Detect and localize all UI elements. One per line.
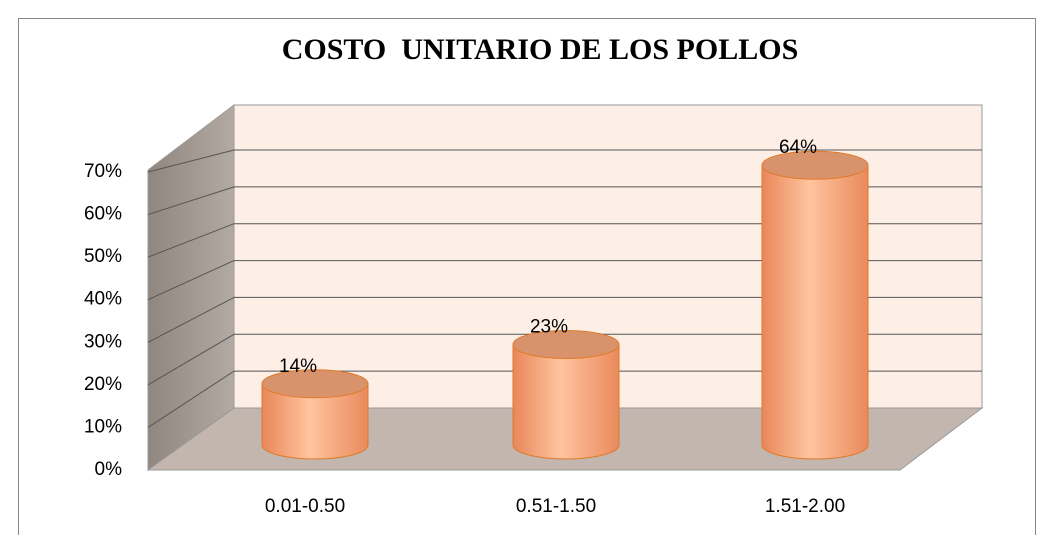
side-wall <box>147 103 235 471</box>
bar <box>512 343 620 460</box>
y-tick-label: 40% <box>84 289 122 310</box>
bar <box>761 164 869 460</box>
y-tick-label: 50% <box>84 246 122 267</box>
grid-line <box>147 333 235 386</box>
x-tick-label: 0.01-0.50 <box>265 496 345 517</box>
grid-line <box>147 223 235 258</box>
y-tick-label: 20% <box>84 374 122 395</box>
y-tick-label: 30% <box>84 331 122 352</box>
grid-line <box>147 149 235 173</box>
y-tick-label: 60% <box>84 204 122 225</box>
bar <box>261 383 369 460</box>
bar-top <box>512 329 620 359</box>
data-label: 23% <box>530 316 568 337</box>
grid-line <box>147 296 235 343</box>
data-label: 14% <box>279 356 317 377</box>
grid-line <box>147 186 235 216</box>
grid-line <box>147 260 235 301</box>
x-tick-label: 1.51-2.00 <box>765 496 845 517</box>
y-tick-label: 70% <box>84 161 122 182</box>
chart-title: COSTO UNITARIO DE LOS POLLOS <box>282 33 799 66</box>
y-tick-label: 0% <box>95 459 123 480</box>
bar-top <box>261 369 369 399</box>
data-label: 64% <box>779 137 817 158</box>
grid-line <box>147 370 235 428</box>
y-tick-label: 10% <box>84 416 122 437</box>
x-tick-label: 0.51-1.50 <box>516 496 596 517</box>
bar-top <box>761 150 869 180</box>
